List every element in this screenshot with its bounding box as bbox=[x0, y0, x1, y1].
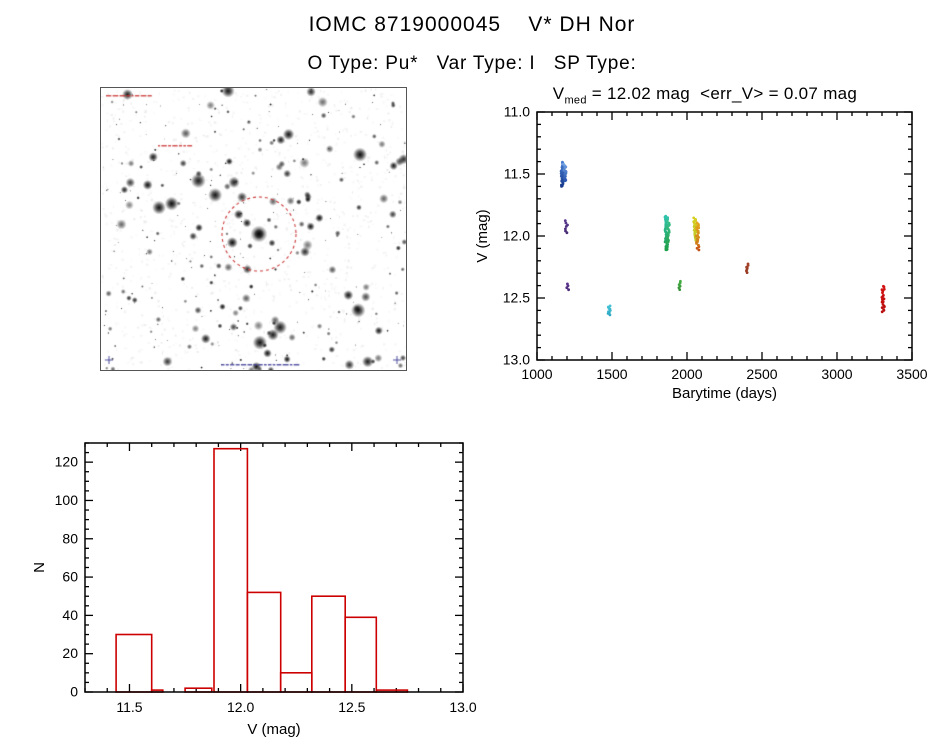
photometry-point bbox=[880, 310, 884, 314]
photometry-point bbox=[697, 226, 701, 230]
photometry-point bbox=[663, 215, 667, 219]
histogram-bar bbox=[115, 633, 153, 693]
y-tick-label: 40 bbox=[62, 607, 78, 623]
photometry-point bbox=[564, 221, 568, 225]
x-tick-label: 13.0 bbox=[449, 699, 476, 715]
y-tick-label: 20 bbox=[62, 645, 78, 661]
x-tick-label: 1000 bbox=[521, 366, 552, 382]
photometry-point bbox=[567, 288, 570, 292]
y-tick-label: 0 bbox=[70, 684, 78, 700]
photometry-point bbox=[695, 225, 698, 229]
plot-frame bbox=[536, 111, 913, 361]
photometry-point bbox=[665, 240, 669, 244]
x-tick-label: 12.0 bbox=[227, 699, 254, 715]
photometry-point bbox=[881, 291, 884, 295]
photometry-point bbox=[664, 248, 668, 252]
photometry-point bbox=[880, 300, 884, 304]
photometry-point bbox=[560, 185, 563, 188]
page-title: IOMC 8719000045 V* DH Nor bbox=[308, 13, 636, 36]
photometry-point bbox=[565, 231, 569, 235]
lightcurve-title-subscript: med bbox=[564, 94, 587, 107]
x-axis-title: Barytime (days) bbox=[672, 385, 777, 402]
histogram-bar bbox=[246, 591, 282, 693]
starfield-finder-image bbox=[100, 87, 407, 371]
lightcurve-title: Vmed = 12.02 mag <err_V> = 0.07 mag bbox=[480, 84, 930, 106]
photometry-point bbox=[882, 285, 886, 289]
photometry-point bbox=[559, 172, 563, 175]
y-tick-label: 12.5 bbox=[503, 290, 530, 306]
y-tick-label: 12.0 bbox=[503, 228, 530, 244]
photometry-point bbox=[695, 246, 699, 250]
x-tick-label: 3000 bbox=[821, 366, 852, 382]
photometry-point bbox=[697, 248, 701, 252]
y-axis-title: V (mag) bbox=[474, 209, 491, 262]
magnitude-histogram-plot: 11.5 12.0 12.5 13.0 0 20 40 60 80 100 120 V (mag) N bbox=[31, 442, 477, 738]
x-tick-label: 1500 bbox=[596, 366, 627, 382]
photometry-point bbox=[881, 298, 884, 302]
photometry-point bbox=[565, 286, 569, 290]
x-tick-label: 2500 bbox=[746, 366, 777, 382]
x-tick-label: 3500 bbox=[896, 366, 927, 382]
lightcurve-title-prefix: V bbox=[552, 84, 565, 103]
y-tick-label: 60 bbox=[62, 569, 78, 585]
y-axis-title: N bbox=[31, 562, 48, 573]
y-tick-label: 80 bbox=[62, 530, 78, 546]
x-tick-label: 2000 bbox=[671, 366, 702, 382]
photometry-point bbox=[880, 306, 884, 309]
photometry-point bbox=[665, 219, 669, 223]
plot-frame bbox=[84, 442, 464, 693]
photometry-point bbox=[563, 219, 567, 223]
photometry-point bbox=[880, 296, 884, 299]
lightcurve-title-rest: = 12.02 mag <err_V> = 0.07 mag bbox=[586, 84, 858, 103]
y-tick-label: 120 bbox=[55, 454, 79, 470]
y-tick-label: 13.0 bbox=[503, 352, 530, 368]
photometry-point bbox=[608, 313, 612, 317]
histogram-bar bbox=[344, 616, 378, 693]
y-tick-label: 11.5 bbox=[504, 166, 530, 182]
y-tick-label: 11.0 bbox=[504, 104, 530, 120]
y-tick-label: 100 bbox=[55, 492, 79, 508]
photometry-point bbox=[678, 288, 682, 291]
lightcurve-plot: 1000 1500 2000 2500 3000 3500 11.0 11.5 12.0 12.5… bbox=[474, 104, 928, 403]
photometry-point bbox=[697, 231, 700, 235]
photometry-point bbox=[745, 271, 749, 274]
photometry-point bbox=[883, 305, 886, 309]
photometry-point bbox=[695, 242, 698, 245]
x-tick-label: 11.5 bbox=[116, 699, 142, 715]
histogram-bar bbox=[310, 595, 346, 693]
photometry-point bbox=[694, 234, 698, 238]
photometry-point bbox=[564, 227, 567, 231]
photometry-point bbox=[564, 225, 568, 228]
x-axis-title: V (mag) bbox=[247, 721, 300, 738]
histogram-bar bbox=[213, 447, 249, 693]
x-tick-label: 12.5 bbox=[338, 699, 365, 715]
photometry-point bbox=[563, 179, 567, 183]
page-subtitle: O Type: Pu* Var Type: I SP Type: bbox=[307, 53, 637, 74]
